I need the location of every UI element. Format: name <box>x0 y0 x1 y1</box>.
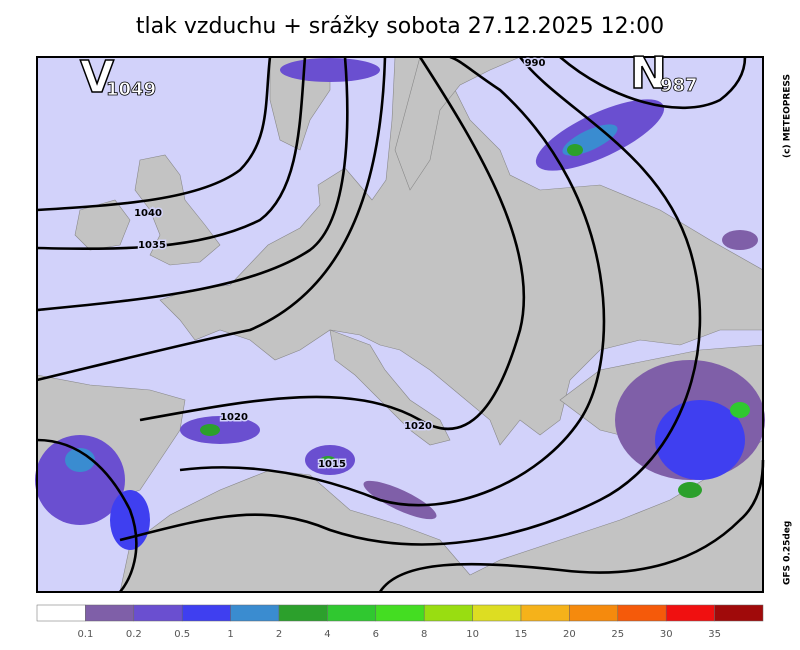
land <box>74 199 131 251</box>
legend-label: 15 <box>515 629 528 640</box>
legend-label: 30 <box>660 629 673 640</box>
legend-swatch <box>472 604 522 622</box>
isobar-label: 990 <box>525 58 546 69</box>
map-area <box>35 55 765 593</box>
legend-swatch <box>520 604 570 622</box>
legend-label: 0.1 <box>77 629 93 640</box>
high-letter: V <box>80 52 114 103</box>
isobar-label: 1015 <box>318 459 346 470</box>
legend-label: 10 <box>466 629 479 640</box>
legend-swatch <box>569 604 619 622</box>
legend-label: 1 <box>227 629 233 640</box>
legend-label: 2 <box>276 629 282 640</box>
isobar-label: 1020 <box>404 421 432 432</box>
isobar-label: 1040 <box>134 208 162 219</box>
legend-swatch <box>665 604 715 622</box>
legend-swatch <box>278 604 328 622</box>
legend-swatch <box>423 604 473 622</box>
legend-label: 25 <box>611 629 624 640</box>
legend-label: 35 <box>708 629 721 640</box>
low-letter: N <box>630 48 667 99</box>
legend-swatch <box>85 604 135 622</box>
legend-label: 4 <box>324 629 330 640</box>
legend-swatch <box>230 604 280 622</box>
legend-swatch <box>327 604 377 622</box>
legend-swatch <box>617 604 667 622</box>
legend-label: 20 <box>563 629 576 640</box>
isobar-label: 1035 <box>138 240 166 251</box>
legend-swatch <box>714 604 764 622</box>
copyright: (c) METEOPRESS <box>783 74 793 158</box>
map-title: tlak vzduchu + srážky sobota 27.12.2025 … <box>136 14 664 39</box>
isobars <box>36 55 765 593</box>
high-value: 1049 <box>106 79 156 100</box>
map-frame <box>36 56 764 593</box>
legend-label: 6 <box>373 629 379 640</box>
low-value: 987 <box>660 75 698 96</box>
legend-label: 0.5 <box>174 629 190 640</box>
legend-swatch <box>181 604 231 622</box>
model-name: GFS 0.25deg <box>783 521 793 585</box>
legend-swatch <box>133 604 183 622</box>
land <box>394 56 521 191</box>
land <box>134 154 221 266</box>
legend-swatch <box>36 604 86 622</box>
isobar-label: 1020 <box>220 412 248 423</box>
legend-label: 8 <box>421 629 427 640</box>
legend-label: 0.2 <box>126 629 142 640</box>
legend-swatch <box>375 604 425 622</box>
land <box>159 56 764 446</box>
precipitation <box>35 58 765 550</box>
land <box>329 329 451 446</box>
